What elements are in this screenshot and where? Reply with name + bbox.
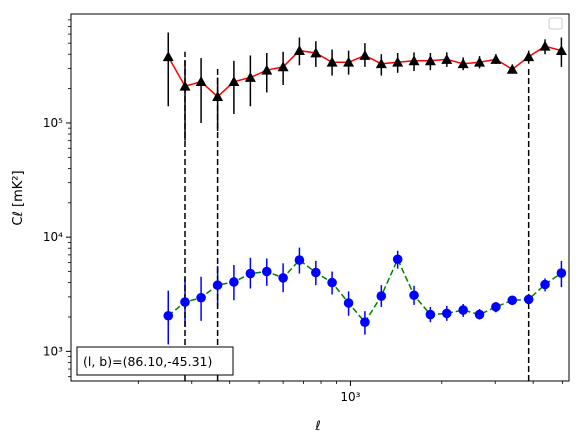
series-1-marker <box>261 266 272 277</box>
series-0-marker <box>523 51 535 62</box>
series-0-marker <box>359 49 371 60</box>
series-0-marker <box>244 72 256 82</box>
series-1-marker <box>507 295 518 306</box>
series-1-marker <box>343 298 354 308</box>
series-0-marker <box>293 45 305 56</box>
y-tick-label: 10⁴ <box>43 230 63 244</box>
series-0-marker <box>408 55 420 66</box>
series-1-marker <box>540 279 550 290</box>
series-0-marker <box>343 56 355 67</box>
series-0-marker <box>195 76 207 87</box>
y-tick-label: 10⁵ <box>43 116 63 130</box>
x-tick-label: 10³ <box>340 390 360 404</box>
series-1-marker <box>491 302 501 312</box>
series-0-marker <box>162 51 174 62</box>
series-0-marker <box>474 56 486 67</box>
series-1-marker <box>425 309 436 320</box>
series-1-marker <box>163 310 174 321</box>
series-0-marker <box>326 56 338 67</box>
error-bars <box>167 32 563 345</box>
series-1-marker <box>229 277 239 287</box>
series-1-marker <box>212 280 223 290</box>
series-0-marker <box>392 56 404 67</box>
series-1-marker <box>196 292 206 303</box>
y-tick-label: 10³ <box>43 344 63 358</box>
series-1-marker <box>294 255 305 265</box>
annotation-text: (l, b)=(86.10,-45.31) <box>83 354 212 369</box>
series-1-marker <box>392 254 403 265</box>
series-0-marker <box>277 61 289 72</box>
series-0-marker <box>212 91 224 102</box>
series-0-marker <box>310 47 322 58</box>
series-0-marker <box>424 55 436 66</box>
data-markers <box>162 40 567 328</box>
annotation-frame <box>76 346 234 376</box>
series-1-marker <box>556 268 567 278</box>
series-0-marker <box>506 63 518 74</box>
series-1-marker <box>376 291 387 301</box>
series-1-marker <box>360 317 370 328</box>
vertical-lines <box>184 51 530 381</box>
series-1-marker <box>180 297 190 307</box>
axis-ticks: 10³ 10⁴ 10⁵ 10³ <box>43 19 563 404</box>
x-axis-label: ℓ <box>314 419 320 434</box>
series-1-marker <box>409 290 419 301</box>
series-0-marker <box>490 53 502 64</box>
series-0-marker <box>179 80 191 91</box>
series-0-marker <box>457 58 469 69</box>
series-0-marker <box>261 64 273 75</box>
annotation-box: (l, b)=(86.10,-45.31) <box>76 346 234 376</box>
series-0-marker <box>228 76 240 87</box>
series-lines <box>167 45 562 324</box>
series-1-marker <box>523 294 534 305</box>
series-1-marker <box>278 273 288 283</box>
series-1-marker <box>327 277 337 288</box>
series-0-marker <box>555 45 567 56</box>
plot-frame <box>70 13 570 382</box>
y-axis-label: Cℓ [mK²] <box>11 170 26 225</box>
series-0-marker <box>539 40 551 51</box>
series-1-marker <box>458 305 468 315</box>
series-0-marker <box>375 58 387 69</box>
series-0-marker <box>441 53 453 64</box>
series-1-marker <box>441 308 452 319</box>
series-1-marker <box>474 309 485 320</box>
series-1-marker <box>311 267 321 278</box>
legend-box <box>548 17 563 30</box>
series-1-marker <box>245 268 256 279</box>
